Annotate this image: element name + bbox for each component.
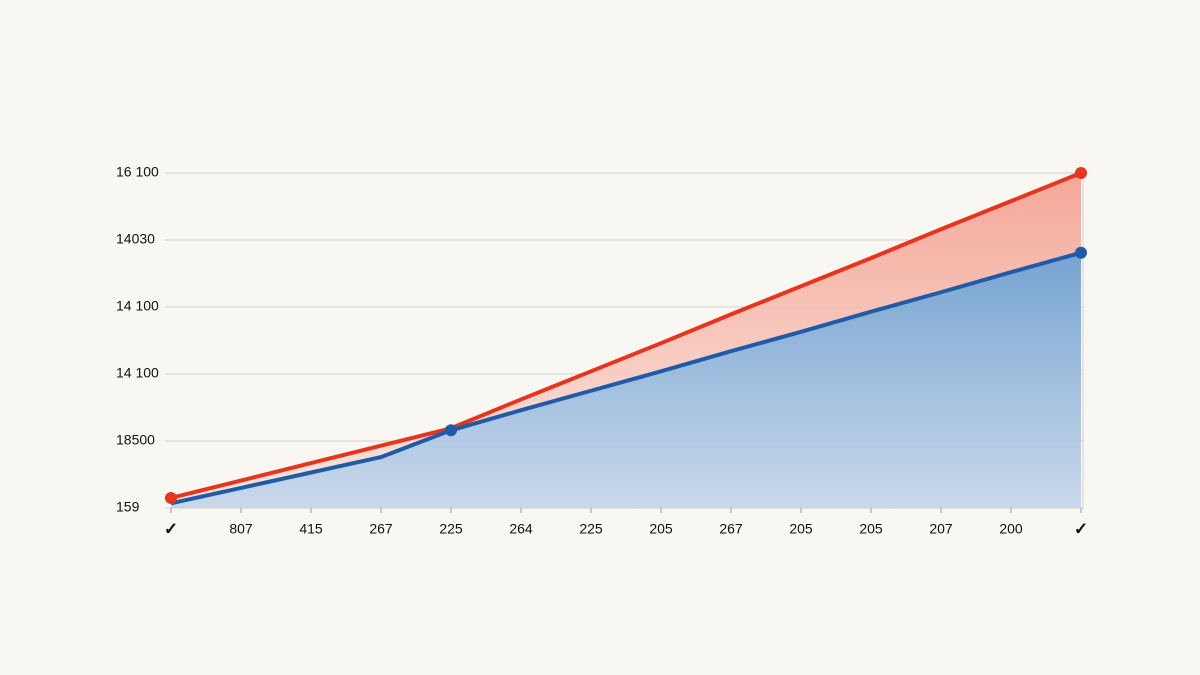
x-tick-label: 205 [789, 521, 813, 537]
y-tick-label: 14030 [116, 231, 155, 247]
x-tick-label: 267 [719, 521, 743, 537]
y-tick-label: 159 [116, 499, 140, 515]
x-tick-label: 200 [999, 521, 1023, 537]
line [170, 250, 1082, 506]
marker [445, 424, 457, 437]
area-fill [171, 252, 1081, 508]
y-tick-label: 14 100 [116, 365, 159, 381]
x-tick-label: ✓ [1074, 519, 1088, 538]
x-tick-label: ✓ [164, 519, 178, 538]
x-tick-label: 207 [929, 521, 953, 537]
marker [165, 491, 177, 504]
marker [1075, 246, 1087, 259]
x-tick-label: 225 [579, 521, 603, 537]
marker [1075, 167, 1087, 179]
x-tick-label: 267 [369, 521, 393, 537]
y-tick-label: 14 100 [116, 298, 159, 314]
y-tick-label: 16 100 [116, 164, 159, 180]
line [170, 171, 1082, 500]
x-tick-label: 264 [509, 521, 533, 537]
x-tick-label: 225 [439, 521, 463, 537]
x-tick-label: 205 [649, 521, 673, 537]
x-tick-label: 205 [859, 521, 883, 537]
x-tick-label: 415 [299, 521, 323, 537]
x-tick-label: 807 [229, 521, 253, 537]
y-tick-label: 18500 [116, 432, 155, 448]
